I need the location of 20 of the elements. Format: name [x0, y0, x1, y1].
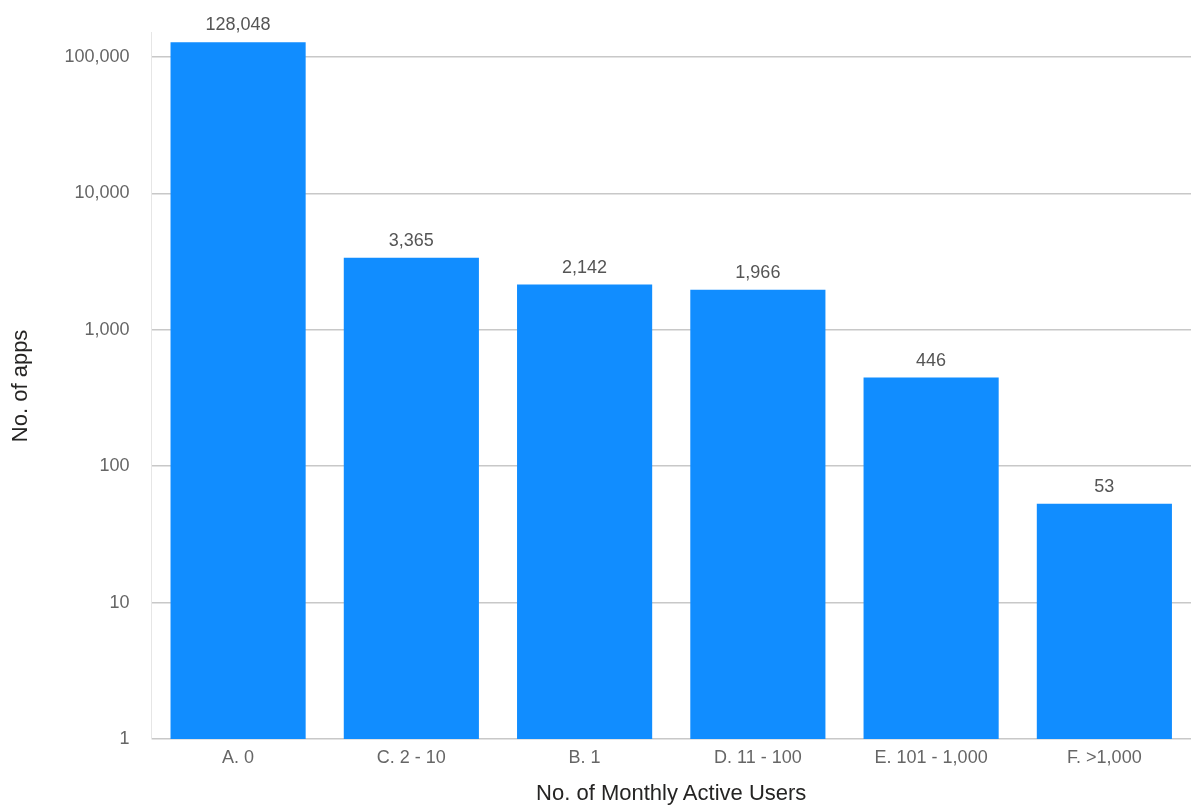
y-tick-label: 1 [119, 727, 130, 748]
data-label: 128,048 [205, 14, 271, 35]
x-tick-label: C. 2 - 10 [376, 746, 446, 767]
x-tick-label: E. 101 - 1,000 [874, 746, 988, 767]
x-axis-title: No. of Monthly Active Users [536, 779, 807, 805]
y-tick-label: 1,000 [84, 318, 130, 339]
y-tick-label: 100,000 [64, 45, 130, 66]
x-tick-label: B. 1 [568, 746, 601, 767]
data-label: 446 [916, 349, 947, 370]
y-tick-label: 10,000 [74, 182, 130, 203]
y-tick-label: 100 [99, 455, 130, 476]
data-label: 53 [1094, 475, 1115, 496]
data-label: 3,365 [388, 229, 434, 250]
y-axis-title: No. of apps [7, 329, 33, 443]
x-tick-label: D. 11 - 100 [714, 746, 802, 767]
data-label: 2,142 [562, 256, 608, 277]
data-label: 1,966 [735, 261, 781, 282]
y-tick-label: 10 [109, 591, 130, 612]
x-tick-label: F. >1,000 [1067, 746, 1142, 767]
x-tick-label: A. 0 [222, 746, 255, 767]
